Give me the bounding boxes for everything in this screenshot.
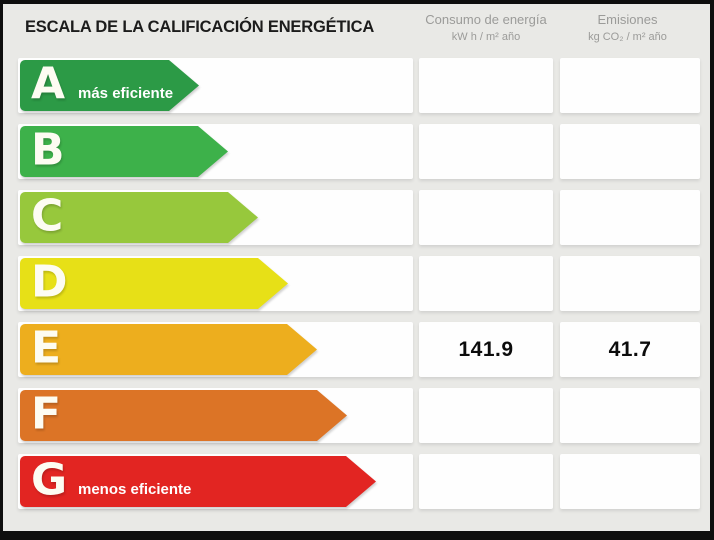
rating-arrow-d: D (20, 258, 288, 309)
scale-bar-track-e: E (18, 322, 413, 377)
rating-letter-e: E (31, 322, 62, 374)
rating-scale: A más eficiente B (3, 58, 710, 509)
scale-bar-track-b: B (18, 124, 413, 179)
rating-arrow-wrap-e: E (20, 324, 413, 375)
emisiones-header-units: kg CO₂ / m² año (588, 30, 667, 43)
scale-row-g: G menos eficiente (18, 454, 710, 509)
scale-row-f: F (18, 388, 710, 443)
emisiones-header-title: Emisiones (597, 12, 658, 27)
consumo-value-e: 141.9 (458, 337, 514, 361)
consumo-header-title: Consumo de energía (425, 12, 547, 27)
rating-note-a: más eficiente (78, 85, 174, 102)
page-title: ESCALA DE LA CALIFICACIÓN ENERGÉTICA (25, 18, 375, 36)
scale-row-a: A más eficiente (18, 58, 710, 113)
consumo-cell-f (419, 388, 553, 443)
rating-letter-g: G (31, 454, 68, 506)
consumo-cell-b (419, 124, 553, 179)
emisiones-cell-g (560, 454, 700, 509)
emisiones-cell-c (560, 190, 700, 245)
consumo-cell-g (419, 454, 553, 509)
scale-bar-track-d: D (18, 256, 413, 311)
rating-arrow-wrap-b: B (20, 126, 413, 177)
rating-arrow-f: F (20, 390, 347, 441)
consumo-column-header: Consumo de energía kW h / m² año (419, 11, 553, 46)
scale-bar-track-a: A más eficiente (18, 58, 413, 113)
scale-row-c: C (18, 190, 710, 245)
consumo-cell-d (419, 256, 553, 311)
rating-arrow-c: C (20, 192, 258, 243)
emisiones-value-e: 41.7 (608, 337, 652, 361)
rating-arrow-a: A más eficiente (20, 60, 199, 111)
consumo-header-units: kW h / m² año (451, 30, 521, 43)
header: ESCALA DE LA CALIFICACIÓN ENERGÉTICA Con… (3, 4, 710, 58)
scale-row-b: B (18, 124, 710, 179)
rating-arrow-g: G menos eficiente (20, 456, 376, 507)
rating-letter-a: A (31, 58, 66, 110)
emisiones-cell-d (560, 256, 700, 311)
rating-arrow-wrap-f: F (20, 390, 413, 441)
consumo-cell-a (419, 58, 553, 113)
rating-arrow-wrap-d: D (20, 258, 413, 309)
consumo-cell-c (419, 190, 553, 245)
scale-row-e: E 141.9 41.7 (18, 322, 710, 377)
rating-letter-c: C (31, 190, 64, 242)
consumo-cell-e: 141.9 (419, 322, 553, 377)
emisiones-cell-e: 41.7 (560, 322, 700, 377)
rating-arrow-b: B (20, 126, 228, 177)
rating-note-g: menos eficiente (78, 481, 192, 498)
emisiones-cell-b (560, 124, 700, 179)
rating-arrow-wrap-c: C (20, 192, 413, 243)
rating-letter-f: F (31, 388, 62, 440)
emisiones-column-header: Emisiones kg CO₂ / m² año (555, 11, 700, 46)
rating-arrow-e: E (20, 324, 317, 375)
rating-arrow-wrap-g: G menos eficiente (20, 456, 413, 507)
rating-arrow-wrap-a: A más eficiente (20, 60, 413, 111)
emisiones-cell-f (560, 388, 700, 443)
emisiones-cell-a (560, 58, 700, 113)
scale-bar-track-c: C (18, 190, 413, 245)
scale-bar-track-f: F (18, 388, 413, 443)
scale-row-d: D (18, 256, 710, 311)
scale-bar-track-g: G menos eficiente (18, 454, 413, 509)
rating-letter-b: B (31, 124, 65, 176)
rating-letter-d: D (31, 256, 68, 308)
